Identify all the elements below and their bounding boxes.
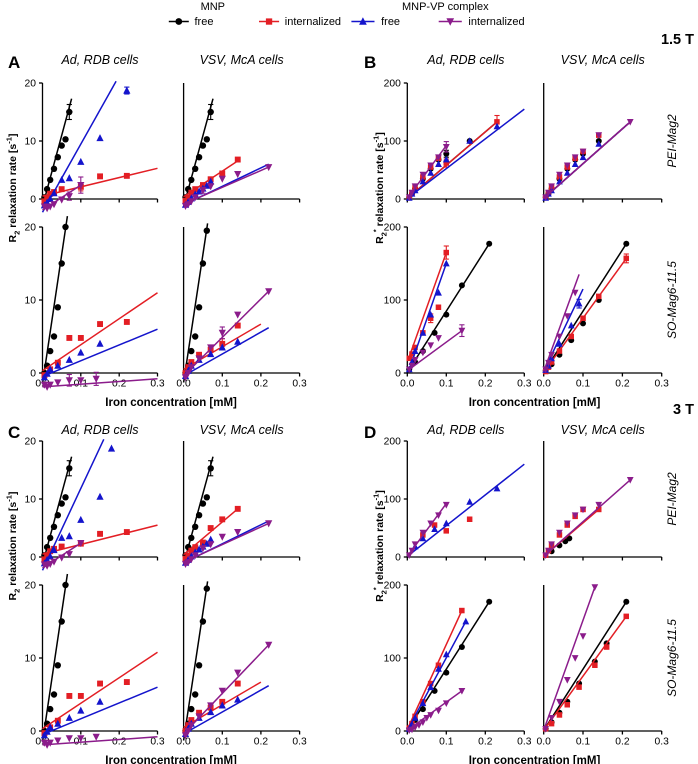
- svg-text:0.2: 0.2: [615, 737, 630, 748]
- svg-text:0.0: 0.0: [400, 379, 415, 390]
- svg-text:Ad, RDB cells: Ad, RDB cells: [426, 53, 504, 67]
- svg-text:0.2: 0.2: [615, 379, 630, 390]
- svg-text:0.3: 0.3: [655, 379, 670, 390]
- svg-text:100: 100: [384, 295, 401, 306]
- svg-text:0.2: 0.2: [478, 379, 493, 390]
- svg-text:3 T: 3 T: [673, 402, 694, 418]
- svg-text:20: 20: [25, 222, 37, 233]
- svg-text:0: 0: [395, 194, 401, 205]
- svg-text:Iron concentration [mM]: Iron concentration [mM]: [105, 755, 237, 764]
- svg-text:0.0: 0.0: [537, 737, 552, 748]
- svg-text:VSV, McA cells: VSV, McA cells: [200, 423, 284, 437]
- svg-text:MNP: MNP: [201, 1, 225, 13]
- svg-text:0.1: 0.1: [576, 737, 591, 748]
- svg-text:C: C: [8, 423, 20, 442]
- svg-text:Ad, RDB cells: Ad, RDB cells: [426, 423, 504, 437]
- svg-text:0.3: 0.3: [150, 737, 165, 748]
- svg-text:0.2: 0.2: [112, 379, 127, 390]
- svg-text:free: free: [381, 16, 400, 28]
- svg-text:0.1: 0.1: [439, 379, 454, 390]
- svg-text:20: 20: [25, 78, 37, 89]
- svg-text:internalized: internalized: [285, 16, 341, 28]
- svg-text:VSV, McA cells: VSV, McA cells: [561, 53, 645, 67]
- svg-text:0.2: 0.2: [112, 737, 127, 748]
- svg-text:Iron concentration [mM]: Iron concentration [mM]: [105, 397, 237, 409]
- svg-text:0.3: 0.3: [517, 379, 532, 390]
- svg-text:B: B: [364, 53, 376, 72]
- svg-text:0.3: 0.3: [517, 737, 532, 748]
- svg-text:200: 200: [384, 436, 401, 447]
- svg-text:Ad, RDB cells: Ad, RDB cells: [60, 53, 138, 67]
- svg-text:0: 0: [395, 552, 401, 563]
- svg-text:0.2: 0.2: [254, 379, 269, 390]
- svg-text:0.0: 0.0: [537, 379, 552, 390]
- svg-text:internalized: internalized: [468, 16, 524, 28]
- svg-text:0: 0: [30, 552, 36, 563]
- svg-text:0.1: 0.1: [576, 379, 591, 390]
- svg-text:Ad, RDB cells: Ad, RDB cells: [60, 423, 138, 437]
- svg-text:0.1: 0.1: [215, 737, 230, 748]
- svg-text:VSV, McA cells: VSV, McA cells: [200, 53, 284, 67]
- svg-text:VSV, McA cells: VSV, McA cells: [561, 423, 645, 437]
- svg-text:0.2: 0.2: [254, 737, 269, 748]
- svg-text:1.5 T: 1.5 T: [661, 32, 694, 48]
- svg-text:0.3: 0.3: [150, 379, 165, 390]
- svg-text:0.1: 0.1: [439, 737, 454, 748]
- svg-text:10: 10: [25, 295, 37, 306]
- svg-text:20: 20: [25, 580, 37, 591]
- svg-text:0.3: 0.3: [292, 379, 307, 390]
- svg-text:0.3: 0.3: [292, 737, 307, 748]
- svg-text:10: 10: [25, 136, 37, 147]
- svg-text:0: 0: [30, 194, 36, 205]
- svg-text:Iron concentration [mM]: Iron concentration [mM]: [469, 397, 601, 409]
- svg-text:100: 100: [384, 653, 401, 664]
- svg-text:0.0: 0.0: [400, 737, 415, 748]
- svg-text:A: A: [8, 53, 20, 72]
- svg-text:200: 200: [384, 78, 401, 89]
- svg-text:D: D: [364, 423, 376, 442]
- svg-text:10: 10: [25, 653, 37, 664]
- svg-text:free: free: [195, 16, 214, 28]
- svg-text:20: 20: [25, 436, 37, 447]
- svg-text:0.3: 0.3: [655, 737, 670, 748]
- svg-text:10: 10: [25, 494, 37, 505]
- svg-text:0.2: 0.2: [478, 737, 493, 748]
- svg-text:0.1: 0.1: [215, 379, 230, 390]
- svg-text:Iron concentration [mM]: Iron concentration [mM]: [469, 755, 601, 764]
- svg-text:MNP-VP complex: MNP-VP complex: [402, 1, 489, 13]
